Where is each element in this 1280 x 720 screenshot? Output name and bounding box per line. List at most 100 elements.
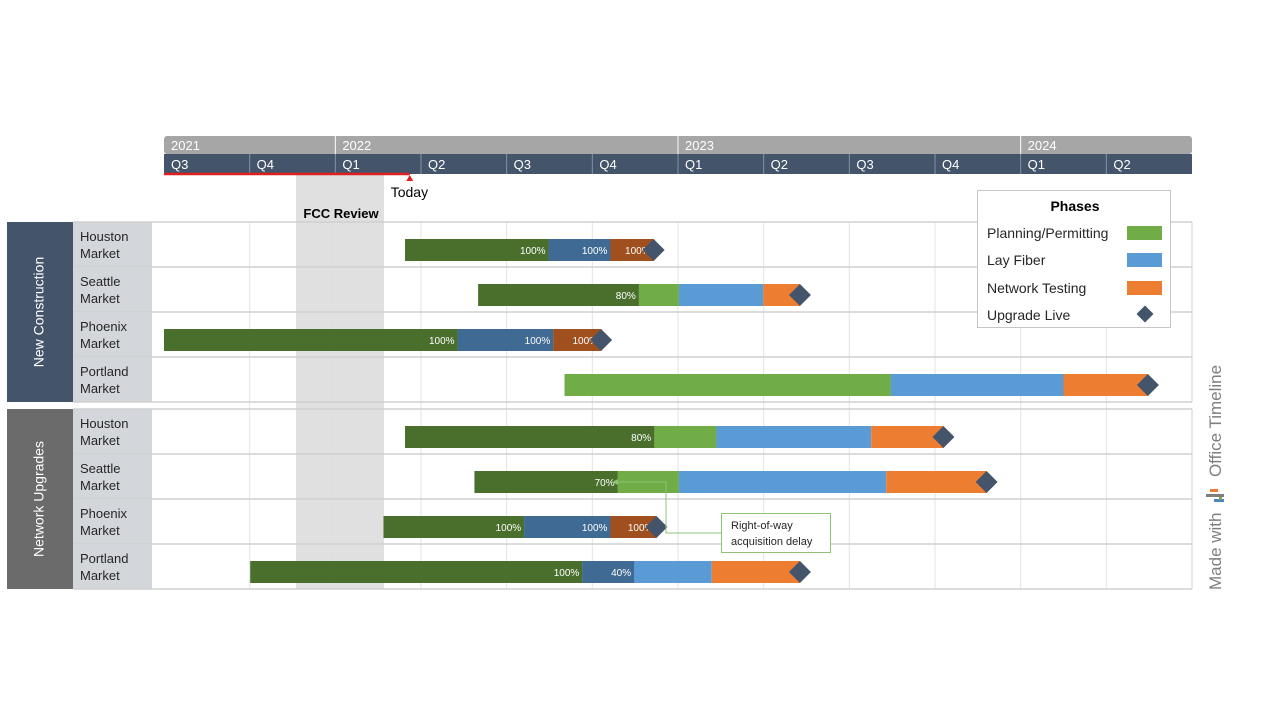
quarter-label: Q4 xyxy=(942,157,959,172)
legend-item-planning: Planning/Permitting xyxy=(987,223,1167,243)
row-label-bg xyxy=(73,409,152,454)
row-label: Market xyxy=(80,336,120,351)
percent-label: 100% xyxy=(525,336,551,347)
task-bar-complete xyxy=(610,239,654,261)
legend-item-network-testing: Network Testing xyxy=(987,278,1167,298)
today-marker-icon xyxy=(406,175,414,181)
milestone-diamond-icon xyxy=(645,516,668,538)
row-label: Phoenix xyxy=(80,506,127,521)
callout-line-2: acquisition delay xyxy=(731,536,813,548)
legend-label: Planning/Permitting xyxy=(987,225,1109,241)
group-header xyxy=(7,409,73,589)
year-label: 2022 xyxy=(342,138,371,153)
quarter-label: Q2 xyxy=(428,157,445,172)
quarter-label: Q2 xyxy=(771,157,788,172)
legend-title: Phases xyxy=(1050,198,1100,214)
legend: Phases Planning/Permitting Lay Fiber Net… xyxy=(977,190,1171,328)
row-label: Seattle xyxy=(80,274,120,289)
task-bar-complete xyxy=(405,426,655,448)
year-label: 2024 xyxy=(1028,138,1057,153)
percent-label: 80% xyxy=(631,433,651,444)
row-label-bg xyxy=(73,312,152,357)
row-label: Market xyxy=(80,523,120,538)
milestone-diamond-icon xyxy=(1136,374,1159,396)
row-label: Houston xyxy=(80,229,128,244)
row-label-bg xyxy=(73,357,152,402)
task-bar-complete xyxy=(383,516,525,538)
percent-label: 100% xyxy=(582,523,608,534)
row-label: Market xyxy=(80,433,120,448)
legend-item-upgrade-live: Upgrade Live xyxy=(987,305,1167,325)
percent-label: 100% xyxy=(520,246,546,257)
row-label: Market xyxy=(80,291,120,306)
percent-label: 100% xyxy=(429,336,455,347)
task-bar xyxy=(886,471,987,493)
row-label-bg xyxy=(73,222,152,267)
percent-label: 100% xyxy=(554,568,580,579)
task-bar-complete xyxy=(478,284,639,306)
task-bar-complete xyxy=(524,516,611,538)
row-label: Houston xyxy=(80,416,128,431)
task-bar-complete xyxy=(474,471,618,493)
legend-item-lay-fiber: Lay Fiber xyxy=(987,250,1167,270)
legend-swatch-planning xyxy=(1127,226,1162,240)
task-bar-complete xyxy=(548,239,611,261)
milestone-diamond-icon xyxy=(788,284,811,306)
legend-swatch-network-testing xyxy=(1127,281,1162,295)
quarter-label: Q3 xyxy=(171,157,188,172)
quarter-label: Q1 xyxy=(1028,157,1045,172)
quarter-label: Q3 xyxy=(856,157,873,172)
row-label: Phoenix xyxy=(80,319,127,334)
office-timeline-logo-icon xyxy=(1205,488,1225,502)
percent-label: 100% xyxy=(628,523,654,534)
task-bar xyxy=(1063,374,1148,396)
percent-label: 100% xyxy=(582,246,608,257)
percent-label: 100% xyxy=(496,523,522,534)
callout-line-1: Right-of-way xyxy=(731,520,793,532)
task-bar xyxy=(871,426,944,448)
quarter-label: Q1 xyxy=(685,157,702,172)
milestone-diamond-icon xyxy=(642,239,665,261)
year-label: 2021 xyxy=(171,138,200,153)
task-bar-complete xyxy=(582,561,635,583)
row-label: Portland xyxy=(80,551,128,566)
group-label: New Construction xyxy=(31,257,47,368)
diamond-icon xyxy=(1136,305,1154,323)
milestone-diamond-icon xyxy=(590,329,613,351)
milestone-diamond-icon xyxy=(975,471,998,493)
row-label-bg xyxy=(73,499,152,544)
row-label: Portland xyxy=(80,364,128,379)
percent-label: 100% xyxy=(573,336,599,347)
task-bar xyxy=(564,374,891,396)
task-bar-complete xyxy=(164,329,458,351)
task-bar xyxy=(890,374,1064,396)
milestone-diamond-icon xyxy=(788,561,811,583)
percent-label: 100% xyxy=(625,246,651,257)
quarter-label: Q4 xyxy=(257,157,274,172)
percent-label: 70% xyxy=(595,478,615,489)
legend-swatch-lay-fiber xyxy=(1127,253,1162,267)
row-label: Market xyxy=(80,568,120,583)
task-bar-complete xyxy=(610,516,657,538)
watermark-brand: Office Timeline xyxy=(1206,364,1225,478)
task-bar xyxy=(678,284,764,306)
percent-label: 40% xyxy=(611,568,631,579)
legend-label: Network Testing xyxy=(987,280,1087,296)
callout-arrow-icon xyxy=(612,479,618,485)
fcc-review-shade xyxy=(296,174,384,589)
quarter-label: Q3 xyxy=(514,157,531,172)
row-label: Market xyxy=(80,478,120,493)
legend-label: Lay Fiber xyxy=(987,252,1046,268)
task-bar-complete xyxy=(250,561,583,583)
quarter-label: Q1 xyxy=(342,157,359,172)
callout-connector xyxy=(614,481,721,534)
task-bar-complete xyxy=(405,239,549,261)
group-header xyxy=(7,222,73,402)
row-label-bg xyxy=(73,267,152,312)
row-label: Market xyxy=(80,381,120,396)
row-label-bg xyxy=(73,544,152,589)
row-label-bg xyxy=(73,454,152,499)
task-bar-complete xyxy=(457,329,554,351)
row-label: Market xyxy=(80,246,120,261)
